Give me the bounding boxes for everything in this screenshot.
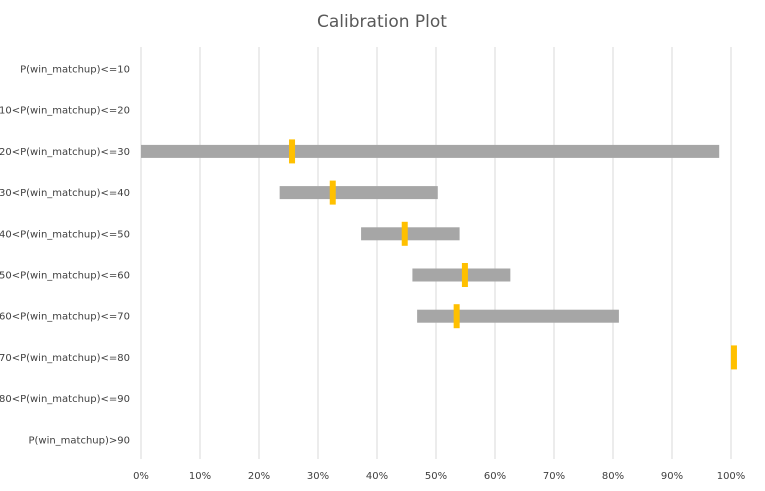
range-bars — [141, 144, 720, 323]
category-label: P(win_matchup)>90 — [28, 435, 130, 446]
category-label: 50<P(win_matchup)<=60 — [0, 271, 130, 282]
actual-markers — [289, 139, 737, 370]
x-tick-label: 60% — [484, 471, 506, 482]
category-label: 20<P(win_matchup)<=30 — [0, 147, 130, 158]
category-label: 10<P(win_matchup)<=20 — [0, 106, 130, 117]
category-label: 60<P(win_matchup)<=70 — [0, 312, 130, 323]
x-tick-label: 50% — [425, 471, 447, 482]
category-label: 70<P(win_matchup)<=80 — [0, 353, 130, 364]
range-bar — [417, 309, 619, 323]
range-bar — [141, 144, 720, 158]
category-label: P(win_matchup)<=10 — [20, 65, 130, 76]
actual-marker — [461, 263, 468, 287]
x-tick-label: 100% — [717, 471, 746, 482]
x-tick-label: 70% — [543, 471, 565, 482]
category-label: 80<P(win_matchup)<=90 — [0, 394, 130, 405]
range-bar — [412, 268, 511, 282]
actual-marker — [401, 221, 408, 246]
x-tick-label: 0% — [133, 471, 149, 482]
actual-marker — [289, 139, 296, 164]
x-tick-label: 90% — [661, 471, 683, 482]
category-label: 40<P(win_matchup)<=50 — [0, 229, 130, 240]
x-tick-label: 30% — [307, 471, 329, 482]
range-bar — [361, 227, 460, 241]
category-axis-labels: P(win_matchup)<=10 10<P(win_matchup)<=20 2… — [0, 65, 130, 447]
chart-title: Calibration Plot — [317, 12, 447, 32]
value-axis-tick-labels: 0% 10% 20% 30% 40% 50% 60% 70% 80% 90% 100% — [133, 471, 745, 482]
actual-marker — [730, 345, 737, 370]
x-tick-label: 80% — [602, 471, 624, 482]
x-tick-label: 10% — [189, 471, 211, 482]
gridlines — [140, 47, 732, 459]
x-tick-label: 40% — [366, 471, 388, 482]
actual-marker — [329, 180, 336, 205]
actual-marker — [453, 304, 460, 329]
range-bar — [279, 186, 438, 200]
category-label: 30<P(win_matchup)<=40 — [0, 188, 130, 199]
x-tick-label: 20% — [248, 471, 270, 482]
